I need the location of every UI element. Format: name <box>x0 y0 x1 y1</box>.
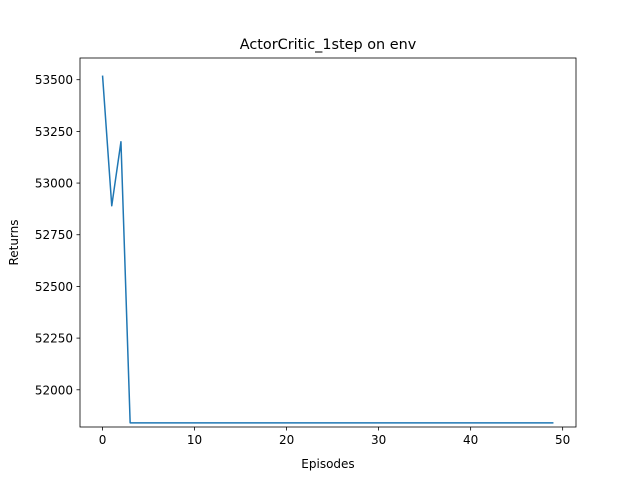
y-tick-label: 52500 <box>35 280 73 294</box>
x-axis-label: Episodes <box>301 457 354 471</box>
chart-title: ActorCritic_1step on env <box>240 37 417 53</box>
x-tick-label: 0 <box>99 433 107 447</box>
x-tick-label: 30 <box>371 433 386 447</box>
y-tick-label: 52750 <box>35 228 73 242</box>
x-tick-label: 10 <box>187 433 202 447</box>
y-axis-label: Returns <box>7 219 21 265</box>
y-tick-label: 52250 <box>35 332 73 346</box>
x-tick-label: 20 <box>279 433 294 447</box>
series-line-0 <box>101 75 554 424</box>
y-tick-label: 53250 <box>35 125 73 139</box>
x-axis-ticks: 0 10 20 30 40 50 <box>99 427 570 447</box>
plot-area <box>101 75 554 424</box>
x-tick-label: 50 <box>555 433 570 447</box>
axes-frame <box>79 57 577 428</box>
y-tick-label: 52000 <box>35 383 73 397</box>
y-tick-label: 53500 <box>35 73 73 87</box>
y-axis-ticks: 52000 52250 52500 52750 53000 53250 53500 <box>35 73 80 397</box>
x-tick-label: 40 <box>463 433 478 447</box>
y-tick-label: 53000 <box>35 177 73 191</box>
